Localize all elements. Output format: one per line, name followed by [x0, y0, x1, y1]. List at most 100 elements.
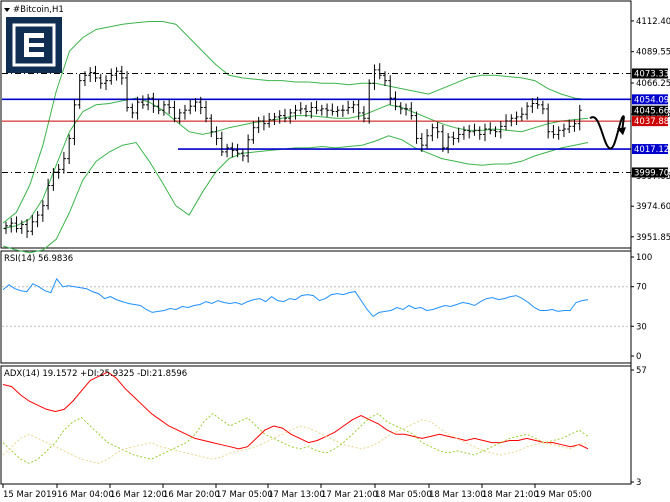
price-bar — [535, 96, 540, 109]
price-bar — [325, 103, 330, 117]
adx-panel-frame — [0, 365, 632, 485]
price-bar — [204, 100, 209, 123]
y-tick-label: 4089.55 — [636, 48, 670, 58]
price-bar — [377, 63, 382, 80]
price-tag-label: 4054.09 — [634, 95, 669, 105]
x-tick-label: 17 Mar 21:00 — [321, 490, 378, 500]
price-bar — [172, 100, 177, 123]
price-bar — [182, 104, 187, 120]
price-bar — [351, 100, 356, 113]
price-bar — [314, 100, 319, 115]
adx-plot — [2, 371, 589, 464]
x-tick-label: 16 Mar 04:00 — [57, 490, 114, 500]
price-bar — [240, 149, 245, 162]
adx-tick-label: 3 — [636, 478, 641, 488]
price-bar — [256, 116, 261, 134]
price-bar — [272, 112, 277, 125]
price-bar — [230, 142, 235, 158]
price-bar — [225, 143, 230, 158]
price-bar — [482, 123, 487, 142]
price-bar — [504, 114, 509, 131]
y-tick-label: 4112.40 — [636, 17, 670, 27]
adx-label: ADX(14) 19.1572 +DI:25.9325 -DI:21.8596 — [4, 369, 187, 379]
price-bar — [404, 103, 409, 116]
price-bar — [146, 94, 151, 111]
price-bar — [493, 126, 498, 138]
price-bar — [361, 106, 366, 123]
price-bar — [251, 120, 256, 144]
price-bar — [109, 68, 114, 85]
price-bar — [288, 108, 293, 124]
price-bar — [72, 99, 77, 146]
price-bar — [151, 92, 156, 113]
price-bar — [309, 102, 314, 119]
price-bar — [409, 102, 414, 120]
price-bar — [114, 67, 119, 81]
rsi-tick-label: 0 — [636, 352, 641, 362]
price-bar — [388, 75, 393, 105]
broker-logo — [6, 17, 62, 73]
symbol-title: #Bitcoin,H1 — [13, 5, 64, 15]
price-bar — [209, 114, 214, 138]
rsi-plot — [2, 277, 631, 327]
price-tag-bg — [632, 68, 668, 79]
price-bar — [293, 104, 298, 120]
price-bar — [472, 123, 477, 136]
price-tag-label: 4037.88 — [634, 117, 669, 127]
forecast-arrowhead — [617, 127, 626, 136]
rsi-panel-frame — [0, 250, 632, 364]
price-bar — [19, 220, 24, 234]
bollinger-upper-line — [2, 21, 589, 224]
price-bar — [188, 99, 193, 115]
price-bar — [372, 64, 377, 91]
bollinger-lower-line — [2, 135, 589, 254]
price-bar — [467, 125, 472, 139]
price-bar — [298, 102, 303, 115]
price-bar — [561, 123, 566, 138]
price-bar — [540, 100, 545, 115]
price-tag-label: 4017.12 — [634, 145, 669, 155]
price-bar — [235, 143, 240, 158]
y-tick-label: 3974.60 — [636, 202, 670, 212]
price-bar — [556, 126, 561, 140]
price-tag-bg — [632, 116, 668, 127]
symbol-dropdown-icon[interactable] — [4, 8, 10, 12]
price-bar — [14, 216, 19, 233]
price-bar — [440, 125, 445, 152]
x-tick-label: 19 Mar 05:00 — [535, 490, 592, 500]
price-bar — [498, 120, 503, 139]
price-bar — [519, 107, 524, 121]
adx-tick-label: 57 — [636, 366, 647, 376]
price-tag-label: 3999.70 — [634, 168, 669, 178]
price-bar — [546, 103, 551, 139]
price-bar — [161, 100, 166, 116]
price-bar — [461, 126, 466, 140]
price-bar — [330, 103, 335, 116]
price-bar — [525, 102, 530, 120]
price-bar — [25, 219, 30, 238]
price-bar — [567, 119, 572, 134]
price-bar — [356, 99, 361, 120]
price-bar — [119, 65, 124, 85]
price-bar — [46, 178, 51, 210]
price-bar — [425, 129, 430, 150]
x-tick-label: 16 Mar 12:00 — [110, 490, 167, 500]
adx-series-1 — [2, 412, 589, 464]
price-bar — [277, 110, 282, 124]
price-bar — [51, 168, 56, 191]
price-bar — [35, 211, 40, 228]
price-bar — [456, 127, 461, 143]
x-tick-label: 15 Mar 2019 — [3, 490, 57, 500]
price-bar — [435, 122, 440, 139]
price-bar — [56, 163, 61, 179]
price-bar — [382, 71, 387, 87]
price-tag-bg — [632, 167, 668, 178]
price-bar — [340, 104, 345, 117]
main-panel-frame — [0, 0, 632, 249]
price-bar — [30, 215, 35, 236]
price-bar — [430, 123, 435, 142]
price-bar — [93, 65, 98, 82]
price-bar — [551, 125, 556, 139]
price-bar — [335, 106, 340, 117]
